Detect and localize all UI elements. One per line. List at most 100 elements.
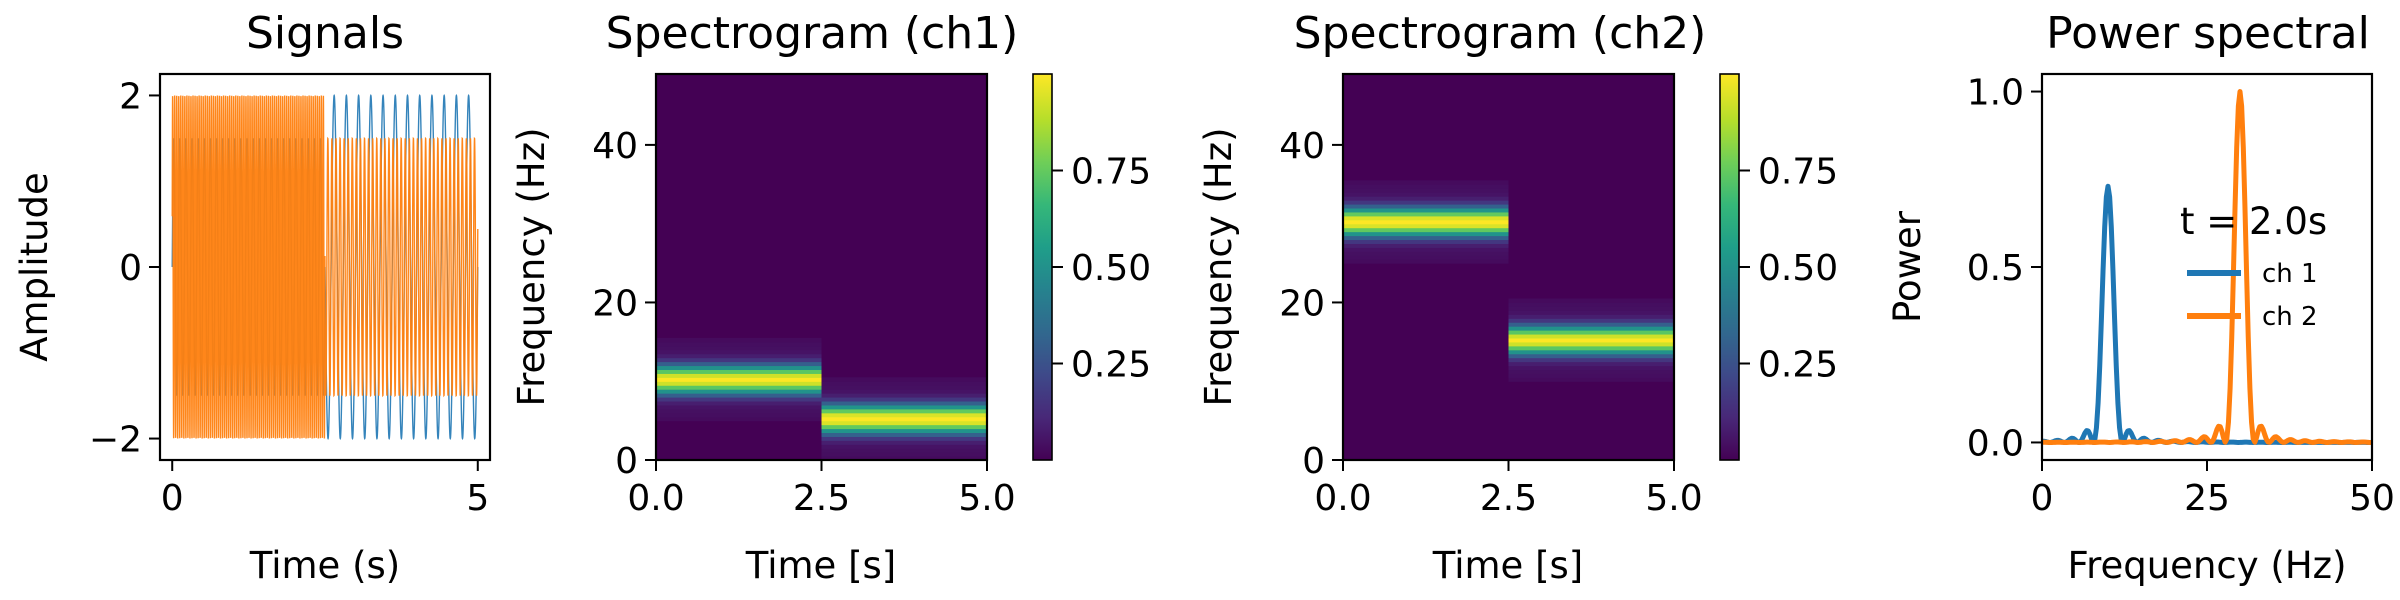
spectrogram-cell	[656, 400, 822, 406]
spectrogram-cell	[656, 341, 822, 347]
x-tick-label: 0	[161, 478, 184, 519]
spectrogram-cell	[1343, 239, 1509, 244]
spectrogram-cell	[1343, 251, 1509, 256]
spectrogram-cell	[656, 412, 822, 418]
colorbar-tick-label: 0.75	[1071, 152, 1151, 193]
power-spectral-legend: t = 2.0s ch 1 ch 2	[2180, 200, 2327, 332]
y-tick-label: 0	[1302, 441, 1325, 482]
signals-lines	[171, 93, 479, 441]
spectrogram-cell	[821, 393, 987, 398]
power-spectral-axes-ticks: 0 25 50 0.0 0.5 1.0	[1967, 73, 2395, 519]
spectrogram-cell	[656, 353, 822, 359]
spectrogram-cell	[821, 436, 987, 441]
spectrogram-cell	[1508, 326, 1674, 331]
spectrogram-ch2-title: Spectrogram (ch2)	[1294, 8, 1707, 59]
spectrogram-cell	[1343, 231, 1509, 237]
spectrogram-cell	[1508, 322, 1674, 327]
spectrogram-cell	[1508, 365, 1674, 371]
spectrogram-cell	[1508, 349, 1674, 355]
power-spectral-lines	[2042, 89, 2372, 445]
spectrogram-ch1-panel: Spectrogram (ch1) 0.0 2.5 5.0 0 20 40 Time [s…	[510, 8, 1151, 587]
spectrogram-cell	[656, 408, 822, 414]
spectrogram-cell	[656, 365, 822, 371]
colorbar-tick-label: 0.25	[1758, 345, 1838, 386]
legend-ch1-label: ch 1	[2262, 259, 2318, 289]
spectrogram-cell	[821, 400, 987, 406]
spectrogram-cell	[1508, 298, 1674, 304]
y-tick-label: 40	[592, 126, 638, 167]
spectrogram-background	[1343, 74, 1674, 460]
power-line-ch2	[2042, 89, 2372, 445]
x-tick-label: 25	[2184, 478, 2230, 519]
spectrogram-cell	[656, 369, 822, 374]
spectrogram-cell	[656, 337, 822, 343]
spectrogram-cell	[821, 456, 987, 461]
spectrogram-ch2-panel: Spectrogram (ch2) 0.0 2.5 5.0 0 20 40 Time [s…	[1197, 8, 1838, 587]
spectrogram-cell	[821, 389, 987, 394]
spectrogram-cell	[1343, 215, 1509, 221]
spectrogram-cell	[656, 373, 822, 378]
spectrogram-ch2-colorbar-ticks: 0.25 0.50 0.75	[1739, 152, 1838, 386]
signals-axes-ticks: 0 5 −2 0 2	[89, 76, 489, 519]
x-tick-label: 5.0	[1645, 478, 1702, 519]
y-tick-label: 0.0	[1967, 423, 2024, 464]
spectrogram-cell	[656, 393, 822, 398]
signals-title: Signals	[246, 8, 404, 59]
spectrogram-cell	[1508, 314, 1674, 319]
signals-ylabel: Amplitude	[13, 172, 56, 362]
y-tick-label: 0	[119, 248, 142, 289]
spectrogram-cell	[1343, 219, 1509, 225]
spectrogram-ch2-axes-frame	[1341, 72, 1676, 462]
colorbar-tick-label: 0.25	[1071, 345, 1151, 386]
spectrogram-cell	[1343, 180, 1509, 185]
spectrogram-cell	[1508, 353, 1674, 359]
spectrogram-cell	[656, 385, 822, 390]
spectrogram-cell	[1508, 306, 1674, 311]
spectrogram-cell	[821, 396, 987, 402]
spectrogram-cell	[1343, 188, 1509, 193]
spectrogram-ch1-xlabel: Time [s]	[745, 544, 896, 587]
spectrogram-cell	[1343, 196, 1509, 201]
spectrogram-cell	[821, 440, 987, 445]
spectrogram-cell	[821, 452, 987, 457]
x-tick-label: 0.0	[627, 478, 684, 519]
y-tick-label: 2	[119, 76, 142, 117]
spectrogram-cell	[821, 416, 987, 422]
x-tick-label: 2.5	[793, 478, 850, 519]
spectrogram-cell	[1508, 318, 1674, 323]
x-tick-label: 5.0	[958, 478, 1015, 519]
signals-xlabel: Time (s)	[249, 544, 400, 587]
spectrogram-cell	[821, 448, 987, 453]
power-spectral-panel: Power spectral 0 25 50 0.0 0.5 1.0 Frequency …	[1886, 8, 2395, 587]
x-tick-label: 50	[2349, 478, 2395, 519]
spectrogram-cell	[1508, 330, 1674, 335]
spectrogram-cell	[1343, 184, 1509, 189]
spectrogram-cell	[656, 396, 822, 402]
spectrogram-cell	[1508, 369, 1674, 374]
y-tick-label: 40	[1279, 126, 1325, 167]
spectrogram-cell	[821, 444, 987, 449]
spectrogram-cell	[1508, 333, 1674, 339]
spectrogram-cell	[1343, 259, 1509, 264]
spectrogram-cell	[656, 416, 822, 422]
power-spectral-ylabel: Power	[1886, 210, 1929, 323]
spectrogram-ch2-image	[1343, 74, 1674, 460]
spectrogram-cell	[821, 381, 987, 386]
spectrogram-cell	[1343, 243, 1509, 248]
spectrogram-cell	[1508, 337, 1674, 343]
spectrogram-cell	[821, 408, 987, 414]
spectrogram-cell	[1343, 211, 1509, 217]
colorbar-tick-label: 0.75	[1758, 152, 1838, 193]
y-tick-label: 1.0	[1967, 73, 2024, 114]
spectrogram-cell	[1508, 341, 1674, 347]
spectrogram-cell	[821, 385, 987, 390]
x-tick-label: 2.5	[1480, 478, 1537, 519]
spectrogram-cell	[1508, 377, 1674, 382]
spectrogram-cell	[1343, 192, 1509, 197]
spectrogram-cell	[821, 412, 987, 418]
spectrogram-ch1-axes-ticks: 0.0 2.5 5.0 0 20 40	[592, 126, 1015, 519]
spectrogram-cell	[1343, 235, 1509, 241]
spectrogram-cell	[656, 377, 822, 382]
colorbar-tick-label: 0.50	[1758, 248, 1838, 289]
